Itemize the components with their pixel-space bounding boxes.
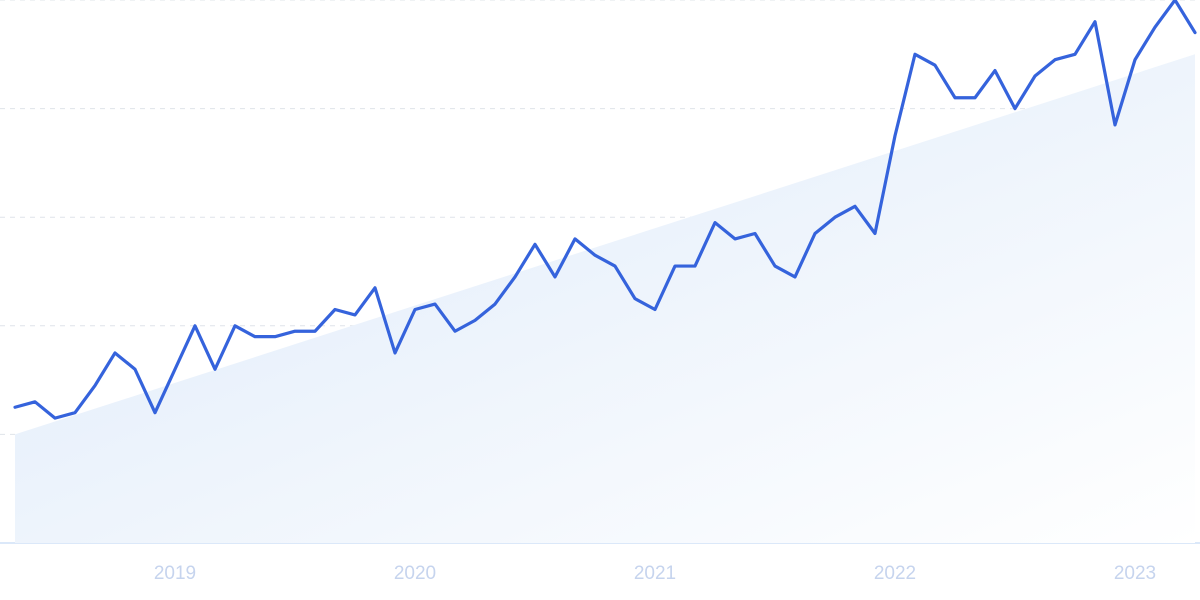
line-group bbox=[13, 0, 1197, 420]
trend-area-group bbox=[15, 54, 1195, 544]
x-tick-label: 2022 bbox=[874, 563, 916, 584]
x-tick-label: 2021 bbox=[634, 563, 676, 584]
trend-area bbox=[15, 54, 1195, 544]
x-tick-label: 2020 bbox=[394, 563, 436, 584]
x-tick-label: 2023 bbox=[1114, 563, 1156, 584]
line bbox=[13, 0, 1197, 420]
x-tick-label: 2019 bbox=[154, 563, 196, 584]
x-axis: 2019 2020 2021 2022 2023 bbox=[154, 563, 1156, 584]
